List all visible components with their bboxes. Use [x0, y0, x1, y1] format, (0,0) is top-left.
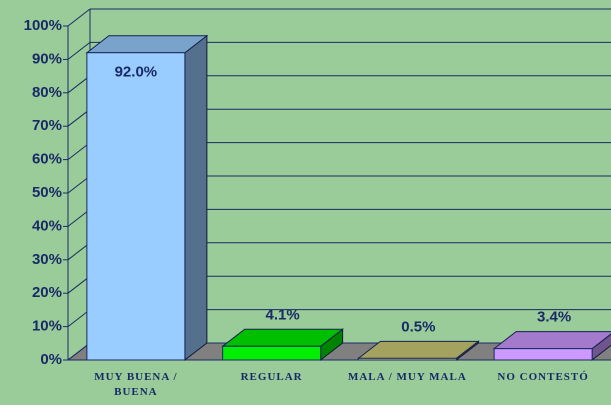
x-tick-label: NO CONTESTÓ [497, 371, 589, 383]
grid-line [67, 175, 91, 194]
grid-line [67, 108, 91, 127]
y-tick-label: 10% [32, 318, 62, 335]
grid-line [67, 209, 91, 227]
bar [222, 345, 322, 361]
y-tick-label: 100% [24, 17, 62, 34]
y-tick-label: 70% [32, 117, 62, 134]
y-tick-label: 60% [32, 151, 62, 168]
bar-side [184, 34, 208, 362]
grid-line [67, 142, 91, 160]
grid-line [67, 8, 91, 27]
grid-line [67, 309, 91, 327]
grid-line [67, 75, 91, 94]
bar [493, 348, 593, 361]
bar-top [221, 328, 345, 347]
bar-top [85, 35, 209, 54]
grid-line [67, 242, 91, 261]
y-tick-label: 80% [32, 84, 62, 101]
grid-line [67, 42, 91, 60]
bar-top [356, 340, 480, 359]
y-tick-label: 0% [40, 351, 62, 368]
value-label: 92.0% [115, 64, 158, 81]
value-label: 4.1% [266, 306, 300, 323]
x-tick-label: MUY BUENA / BUENA [94, 371, 178, 398]
bar-top [492, 331, 611, 350]
grid-line [67, 275, 91, 294]
x-tick-label: MALA / MUY MALA [347, 371, 467, 383]
y-tick-label: 90% [32, 50, 62, 67]
y-tick-label: 20% [32, 284, 62, 301]
bar [86, 52, 186, 361]
y-tick-label: 40% [32, 217, 62, 234]
grid-line [67, 342, 91, 361]
y-tick-label: 30% [32, 251, 62, 268]
y-tick-label: 50% [32, 184, 62, 201]
bar [357, 357, 457, 361]
value-label: 3.4% [537, 309, 571, 326]
x-tick-label: REGULAR [240, 371, 303, 383]
value-label: 0.5% [401, 318, 435, 335]
